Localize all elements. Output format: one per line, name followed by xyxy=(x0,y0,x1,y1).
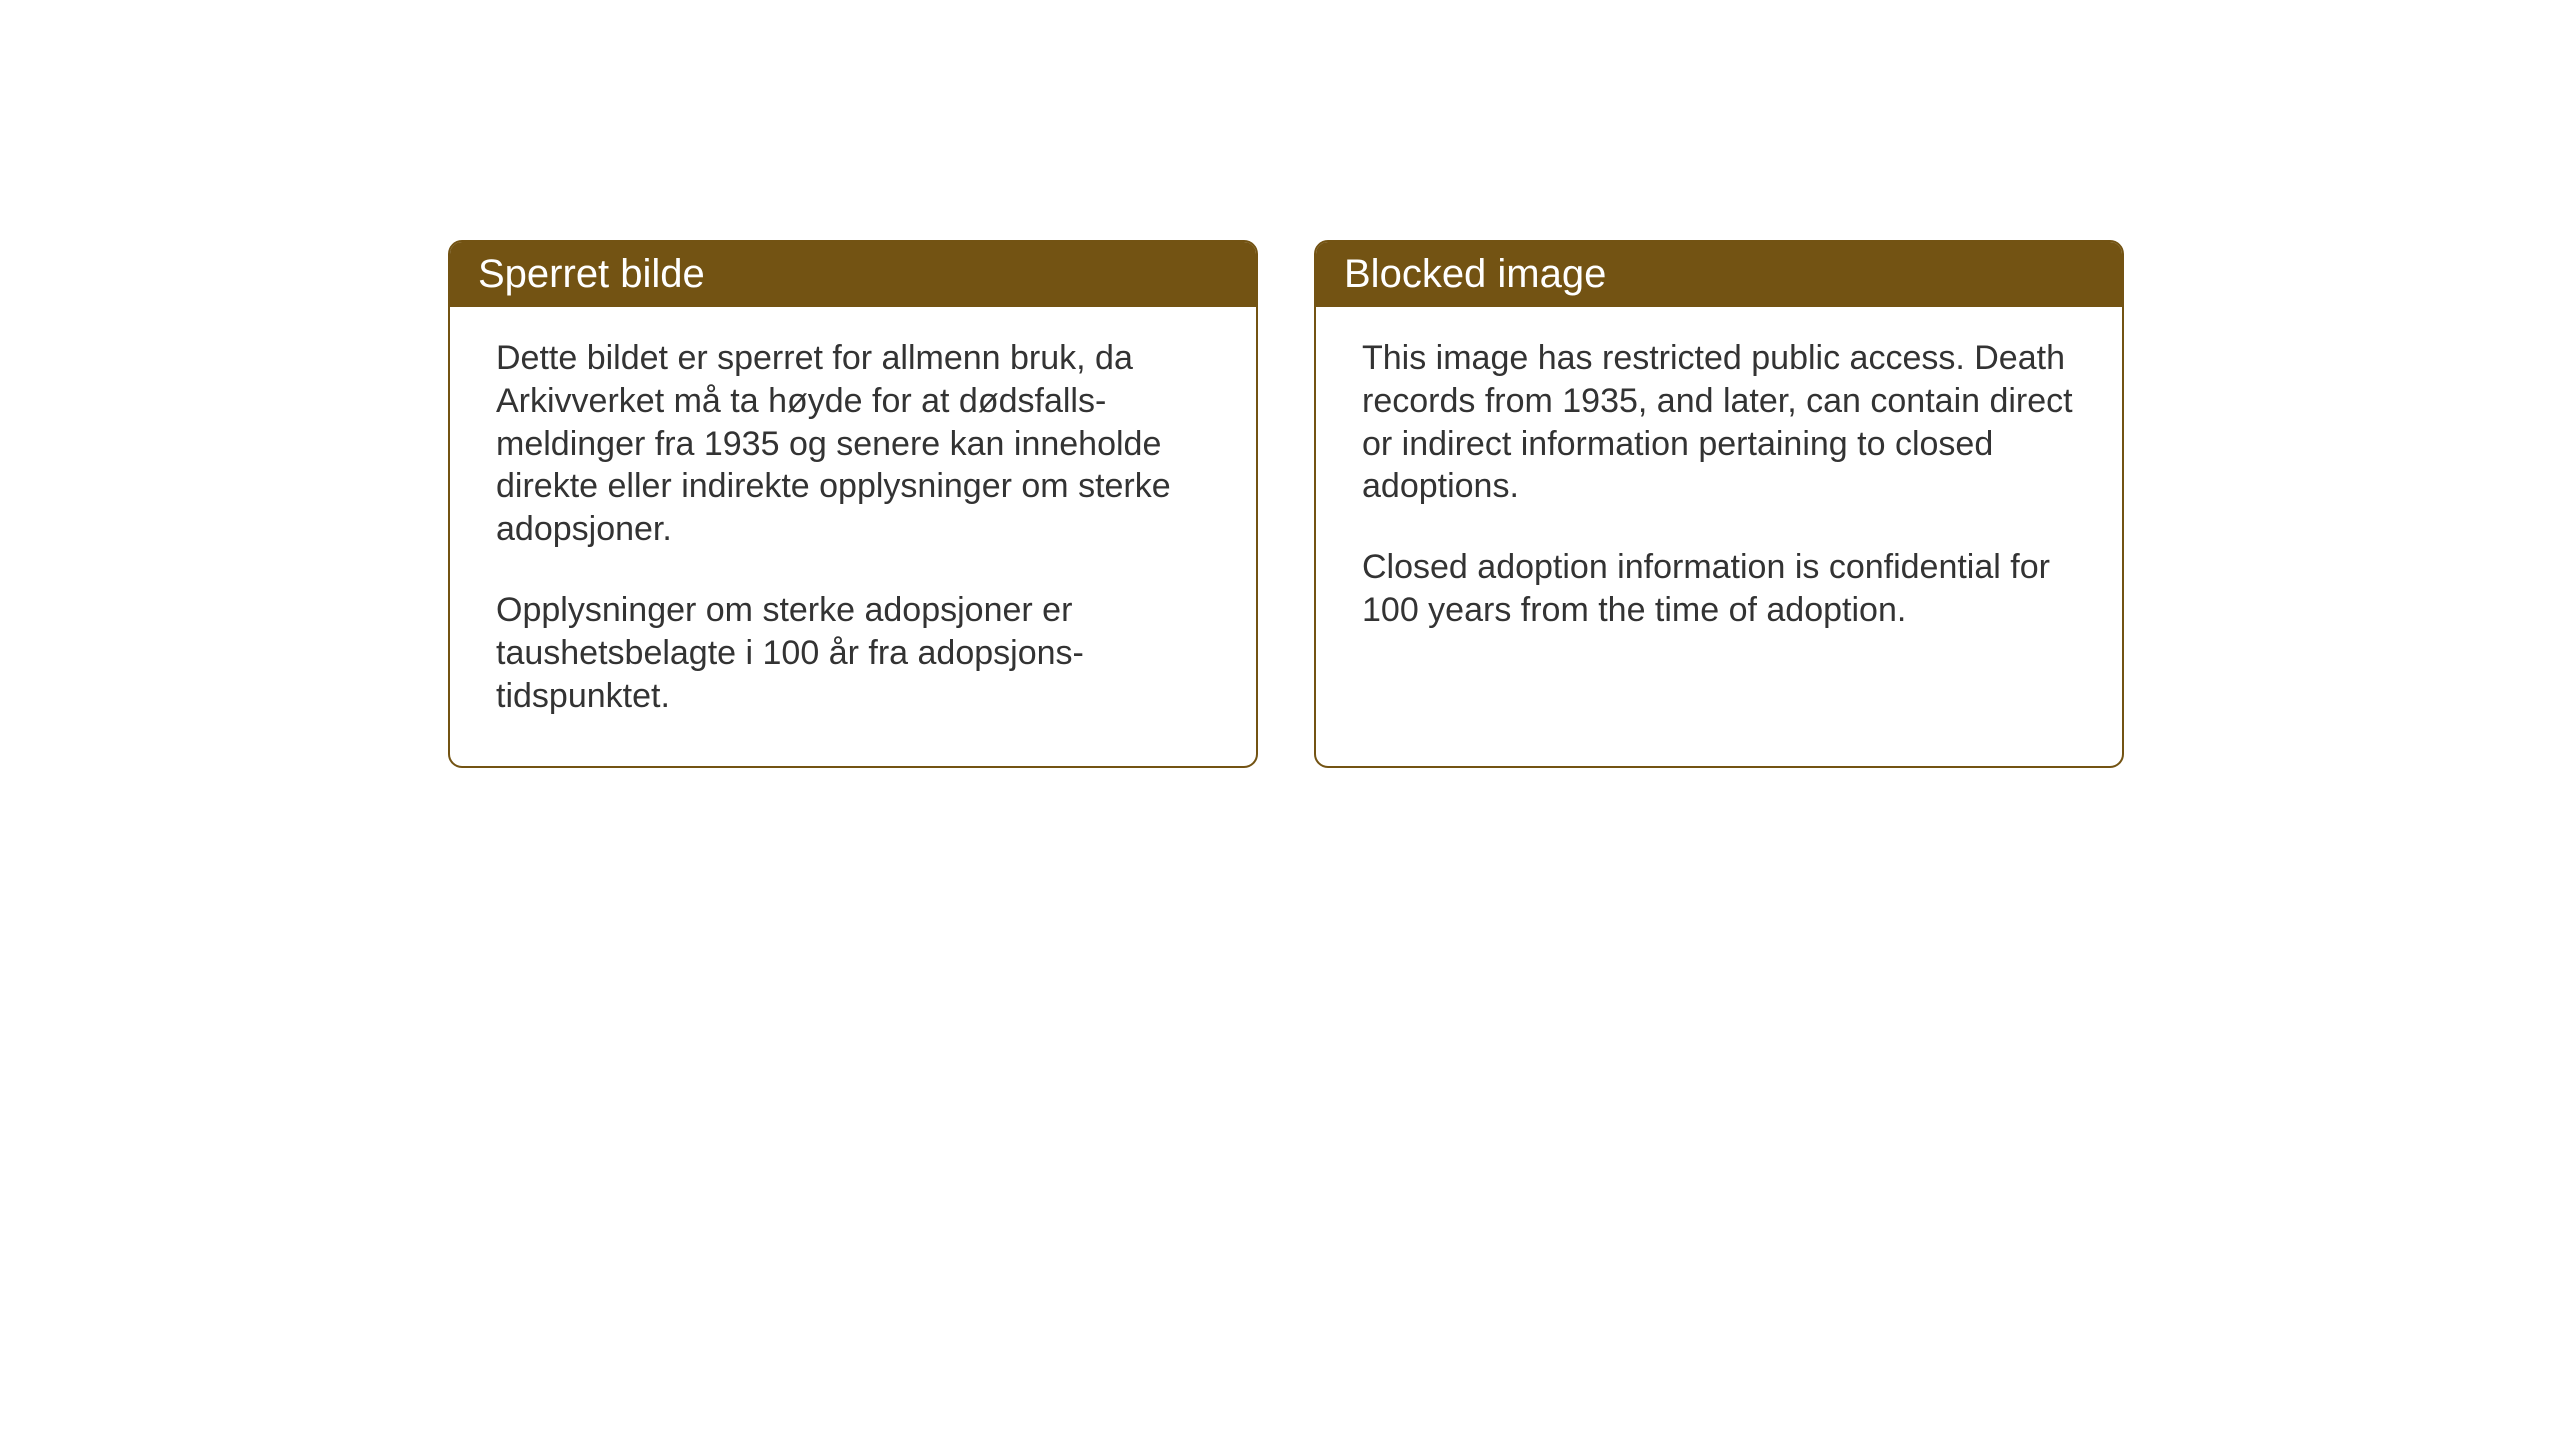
notice-card-norwegian: Sperret bilde Dette bildet er sperret fo… xyxy=(448,240,1258,768)
notice-title-english: Blocked image xyxy=(1344,252,1606,296)
notice-body-norwegian: Dette bildet er sperret for allmenn bruk… xyxy=(450,307,1256,766)
notice-paragraph-2-norwegian: Opplysninger om sterke adopsjoner er tau… xyxy=(496,589,1210,717)
notice-header-norwegian: Sperret bilde xyxy=(450,242,1256,307)
notice-paragraph-1-norwegian: Dette bildet er sperret for allmenn bruk… xyxy=(496,337,1210,551)
notice-body-english: This image has restricted public access.… xyxy=(1316,307,2122,680)
notice-title-norwegian: Sperret bilde xyxy=(478,252,705,296)
notice-paragraph-1-english: This image has restricted public access.… xyxy=(1362,337,2076,508)
notice-container: Sperret bilde Dette bildet er sperret fo… xyxy=(448,240,2124,768)
notice-card-english: Blocked image This image has restricted … xyxy=(1314,240,2124,768)
notice-header-english: Blocked image xyxy=(1316,242,2122,307)
notice-paragraph-2-english: Closed adoption information is confident… xyxy=(1362,546,2076,632)
